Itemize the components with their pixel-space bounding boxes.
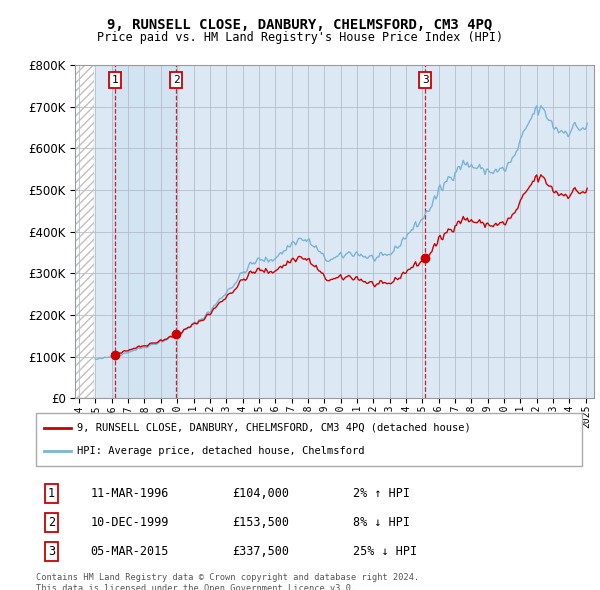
Text: 1: 1 <box>48 487 55 500</box>
Text: £337,500: £337,500 <box>233 545 290 558</box>
Text: Price paid vs. HM Land Registry's House Price Index (HPI): Price paid vs. HM Land Registry's House … <box>97 31 503 44</box>
Text: 25% ↓ HPI: 25% ↓ HPI <box>353 545 417 558</box>
Bar <box>112 65 179 398</box>
Text: 3: 3 <box>48 545 55 558</box>
Text: 9, RUNSELL CLOSE, DANBURY, CHELMSFORD, CM3 4PQ: 9, RUNSELL CLOSE, DANBURY, CHELMSFORD, C… <box>107 18 493 32</box>
Text: 2: 2 <box>48 516 55 529</box>
Text: 9, RUNSELL CLOSE, DANBURY, CHELMSFORD, CM3 4PQ (detached house): 9, RUNSELL CLOSE, DANBURY, CHELMSFORD, C… <box>77 423 471 433</box>
Text: £153,500: £153,500 <box>233 516 290 529</box>
Text: £104,000: £104,000 <box>233 487 290 500</box>
Text: 3: 3 <box>422 75 428 85</box>
Text: Contains HM Land Registry data © Crown copyright and database right 2024.
This d: Contains HM Land Registry data © Crown c… <box>36 573 419 590</box>
Text: 1: 1 <box>112 75 118 85</box>
Bar <box>75 65 94 398</box>
Bar <box>75 65 94 398</box>
Text: 10-DEC-1999: 10-DEC-1999 <box>91 516 169 529</box>
Text: 2: 2 <box>173 75 179 85</box>
Text: 05-MAR-2015: 05-MAR-2015 <box>91 545 169 558</box>
Text: 2% ↑ HPI: 2% ↑ HPI <box>353 487 410 500</box>
Text: 8% ↓ HPI: 8% ↓ HPI <box>353 516 410 529</box>
Text: 11-MAR-1996: 11-MAR-1996 <box>91 487 169 500</box>
Text: HPI: Average price, detached house, Chelmsford: HPI: Average price, detached house, Chel… <box>77 446 364 456</box>
